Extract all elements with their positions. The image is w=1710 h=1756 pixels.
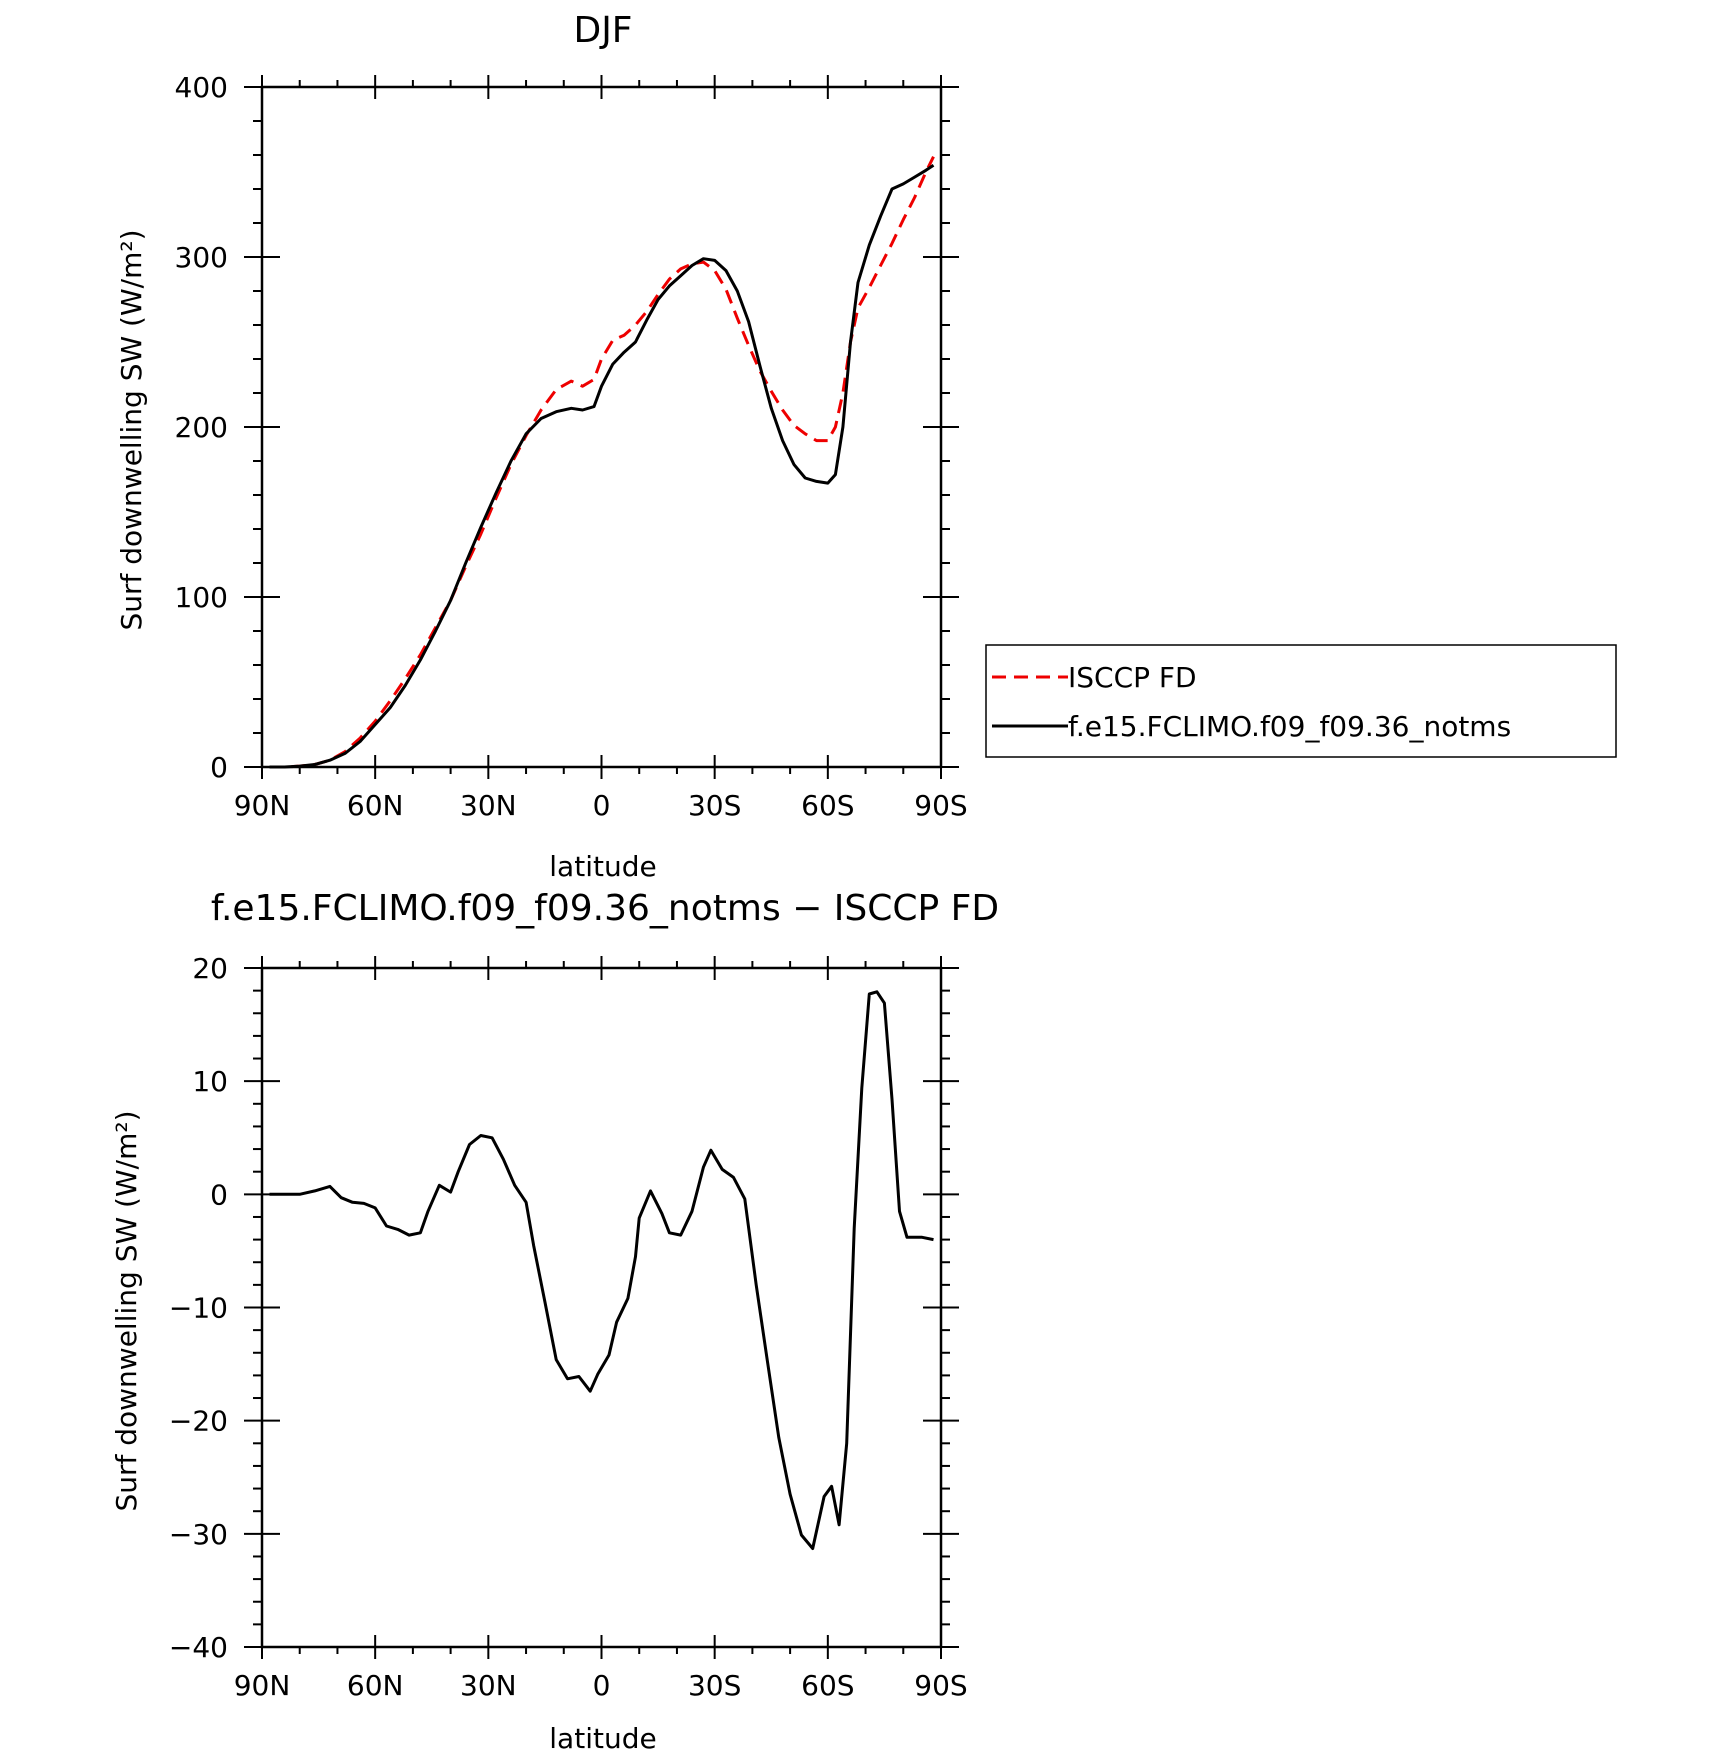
tick-labels: 90N 60N 30N 0 30S 60S 90S 0 100 200 300 400 <box>175 71 968 822</box>
chart-title: DJF <box>573 10 632 51</box>
y-tick-label: 0 <box>210 1178 228 1211</box>
y-tick-label: 20 <box>192 952 228 985</box>
x-axis-label: latitude <box>549 1722 656 1755</box>
bottom-chart: f.e15.FCLIMO.f09_f09.36_notms − ISCCP FD… <box>110 888 999 1755</box>
legend-label-isccp: ISCCP FD <box>1068 661 1197 694</box>
x-tick-label: 60S <box>801 789 854 822</box>
y-tick-label: 300 <box>175 241 228 274</box>
y-tick-label: 100 <box>175 581 228 614</box>
y-tick-label: 200 <box>175 411 228 444</box>
y-tick-label: 10 <box>192 1065 228 1098</box>
legend: ISCCP FD f.e15.FCLIMO.f09_f09.36_notms <box>985 644 1617 758</box>
chart-title: f.e15.FCLIMO.f09_f09.36_notms − ISCCP FD <box>211 888 999 929</box>
y-tick-label: −20 <box>169 1405 228 1438</box>
legend-label-model: f.e15.FCLIMO.f09_f09.36_notms <box>1068 710 1511 743</box>
x-tick-label: 90N <box>234 789 291 822</box>
x-tick-label: 0 <box>593 1669 611 1702</box>
tick-labels: 90N 60N 30N 0 30S 60S 90S −40 −30 −20 −10 0 10 20 <box>169 952 968 1702</box>
y-tick-label: −30 <box>169 1518 228 1551</box>
legend-box <box>985 644 1617 758</box>
x-tick-label: 0 <box>593 789 611 822</box>
y-tick-label: −40 <box>169 1631 228 1664</box>
x-tick-label: 90S <box>914 789 967 822</box>
x-tick-label: 30N <box>460 1669 517 1702</box>
y-tick-label: 400 <box>175 71 228 104</box>
series-line-0 <box>269 156 935 769</box>
series-line-1 <box>269 163 935 769</box>
x-axis-label: latitude <box>549 850 656 883</box>
plot-frame <box>260 966 943 1649</box>
x-tick-label: 30S <box>688 789 741 822</box>
plot-lines <box>269 990 934 1550</box>
series-line-0 <box>269 990 934 1550</box>
x-tick-label: 90S <box>914 1669 967 1702</box>
y-tick-label: 0 <box>210 751 228 784</box>
plot-lines <box>269 156 935 769</box>
y-axis-label: Surf downwelling SW (W/m²) <box>110 1110 143 1511</box>
y-axis-label: Surf downwelling SW (W/m²) <box>115 229 148 630</box>
x-tick-label: 90N <box>234 1669 291 1702</box>
plot-frame <box>260 85 943 769</box>
x-tick-label: 60S <box>801 1669 854 1702</box>
x-tick-label: 60N <box>347 1669 404 1702</box>
x-tick-label: 30S <box>688 1669 741 1702</box>
y-tick-label: −10 <box>169 1292 228 1325</box>
tick-marks <box>244 75 959 779</box>
x-tick-label: 30N <box>460 789 517 822</box>
x-tick-label: 60N <box>347 789 404 822</box>
top-chart: DJF 90N 60N 30N 0 30S 60S 90S 0 100 200 300 400 lat… <box>115 10 1617 883</box>
